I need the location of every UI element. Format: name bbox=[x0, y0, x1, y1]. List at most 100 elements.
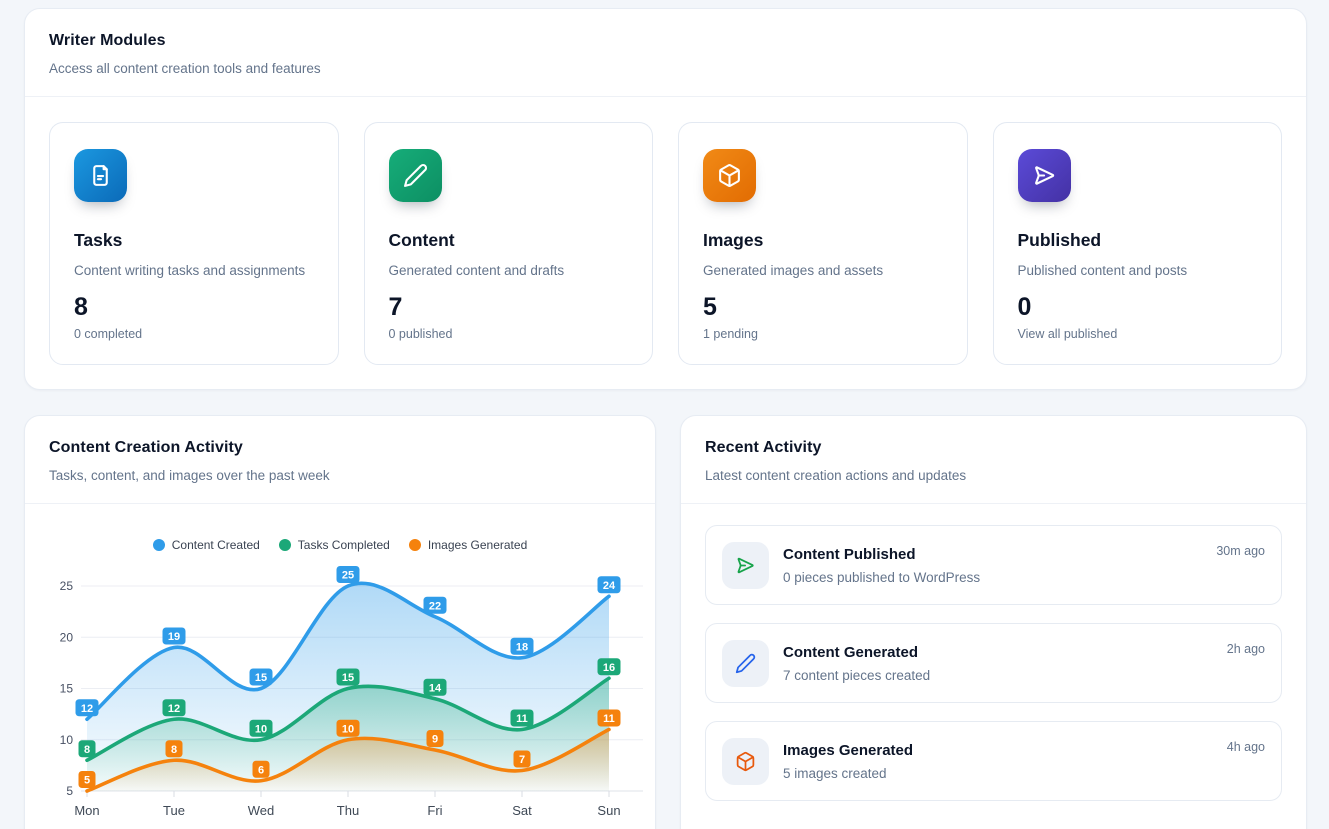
activity-description: 7 content pieces created bbox=[783, 667, 931, 683]
legend-item-tasks-completed[interactable]: Tasks Completed bbox=[278, 538, 390, 552]
svg-text:15: 15 bbox=[255, 672, 267, 684]
module-substat: 0 published bbox=[388, 327, 453, 341]
writer-modules-section: Writer Modules Access all content creati… bbox=[24, 8, 1307, 390]
recent-activity-subtitle: Latest content creation actions and upda… bbox=[705, 468, 967, 483]
svg-text:22: 22 bbox=[429, 600, 441, 612]
cube-icon bbox=[722, 737, 769, 785]
activity-description: 0 pieces published to WordPress bbox=[783, 569, 981, 585]
modules-grid: Tasks Content writing tasks and assignme… bbox=[25, 97, 1306, 390]
legend-dot-orange bbox=[408, 539, 421, 551]
svg-text:19: 19 bbox=[168, 631, 180, 643]
svg-text:15: 15 bbox=[342, 672, 354, 684]
module-description: Content writing tasks and assignments bbox=[74, 263, 306, 278]
legend-label: Content Created bbox=[171, 538, 260, 552]
legend-item-content-created[interactable]: Content Created bbox=[152, 538, 260, 552]
activity-body: Content Published 0 pieces published to … bbox=[783, 546, 1202, 585]
svg-text:5: 5 bbox=[66, 784, 73, 798]
send-icon bbox=[722, 541, 769, 589]
pencil-icon bbox=[722, 639, 769, 687]
activity-body: Images Generated 5 images created bbox=[783, 742, 1213, 781]
module-count: 5 bbox=[703, 293, 717, 321]
svg-text:9: 9 bbox=[432, 734, 438, 746]
file-icon bbox=[74, 149, 127, 202]
recent-activity-header: Recent Activity Latest content creation … bbox=[681, 416, 1306, 504]
svg-text:10: 10 bbox=[255, 723, 267, 735]
svg-text:11: 11 bbox=[516, 713, 528, 725]
module-title: Published bbox=[1017, 230, 1102, 250]
activity-line-chart: 5 10 15 20 25 Mon Tue Wed Thu Fri Sat Sun 12 19 15 25 22… bbox=[60, 566, 643, 818]
module-substat: 0 completed bbox=[74, 327, 143, 341]
svg-text:12: 12 bbox=[81, 703, 93, 715]
svg-text:Tue: Tue bbox=[163, 803, 185, 818]
writer-modules-subtitle: Access all content creation tools and fe… bbox=[49, 61, 321, 76]
activity-timestamp: 2h ago bbox=[1226, 642, 1265, 656]
svg-text:Fri: Fri bbox=[427, 803, 442, 818]
module-count: 0 bbox=[1017, 293, 1032, 321]
svg-text:24: 24 bbox=[603, 580, 616, 592]
legend-item-images-generated[interactable]: Images Generated bbox=[408, 538, 528, 552]
module-count: 7 bbox=[388, 293, 403, 321]
svg-text:Mon: Mon bbox=[74, 803, 99, 818]
module-card-content[interactable]: Content Generated content and drafts 7 0… bbox=[363, 122, 653, 365]
activity-item-content-published[interactable]: Content Published 0 pieces published to … bbox=[705, 525, 1282, 605]
activity-title: Content Generated bbox=[783, 643, 919, 661]
svg-text:10: 10 bbox=[342, 723, 354, 735]
module-description: Generated images and assets bbox=[703, 263, 884, 278]
module-description: Generated content and drafts bbox=[388, 263, 565, 278]
pencil-icon bbox=[388, 149, 442, 202]
writer-modules-header: Writer Modules Access all content creati… bbox=[25, 9, 1306, 97]
writer-modules-title: Writer Modules bbox=[49, 32, 166, 49]
svg-text:Sat: Sat bbox=[512, 803, 532, 818]
recent-activity-list: Content Published 0 pieces published to … bbox=[681, 504, 1306, 822]
svg-text:15: 15 bbox=[60, 682, 74, 696]
content-creation-activity-section: Content Creation Activity Tasks, content… bbox=[24, 415, 656, 829]
legend-dot-blue bbox=[152, 539, 165, 551]
svg-text:Wed: Wed bbox=[248, 803, 275, 818]
module-card-images[interactable]: Images Generated images and assets 5 1 p… bbox=[678, 122, 968, 365]
activity-title: Images Generated bbox=[783, 741, 914, 759]
svg-text:16: 16 bbox=[603, 662, 615, 674]
recent-activity-title: Recent Activity bbox=[705, 439, 822, 456]
module-card-published[interactable]: Published Published content and posts 0 … bbox=[992, 122, 1282, 365]
svg-text:20: 20 bbox=[60, 630, 74, 644]
module-count: 8 bbox=[74, 293, 88, 321]
module-title: Tasks bbox=[74, 230, 123, 250]
svg-text:12: 12 bbox=[168, 703, 180, 715]
svg-text:10: 10 bbox=[60, 733, 74, 747]
activity-description: 5 images created bbox=[783, 765, 887, 781]
svg-text:25: 25 bbox=[342, 570, 354, 582]
send-icon bbox=[1017, 149, 1071, 202]
activity-body: Content Generated 7 content pieces creat… bbox=[783, 644, 1213, 683]
recent-activity-section: Recent Activity Latest content creation … bbox=[680, 415, 1307, 829]
activity-item-content-generated[interactable]: Content Generated 7 content pieces creat… bbox=[705, 623, 1282, 703]
legend-dot-green bbox=[278, 539, 291, 551]
activity-title: Content Published bbox=[783, 545, 916, 563]
svg-text:8: 8 bbox=[171, 744, 177, 756]
chart-legend: Content Created Tasks Completed Images G… bbox=[25, 538, 655, 552]
module-title: Images bbox=[703, 230, 764, 250]
legend-label: Tasks Completed bbox=[297, 538, 390, 552]
cube-icon bbox=[703, 149, 756, 202]
chart-subtitle: Tasks, content, and images over the past… bbox=[49, 468, 330, 483]
svg-text:Thu: Thu bbox=[337, 803, 359, 818]
legend-label: Images Generated bbox=[427, 538, 528, 552]
svg-text:11: 11 bbox=[603, 713, 615, 725]
chart-card-header: Content Creation Activity Tasks, content… bbox=[25, 416, 655, 504]
chart-title: Content Creation Activity bbox=[49, 439, 243, 456]
module-title: Content bbox=[388, 230, 455, 250]
svg-text:25: 25 bbox=[60, 579, 74, 593]
module-substat: View all published bbox=[1017, 327, 1118, 341]
svg-text:5: 5 bbox=[84, 775, 90, 787]
svg-text:Sun: Sun bbox=[597, 803, 620, 818]
svg-text:8: 8 bbox=[84, 744, 90, 756]
module-substat: 1 pending bbox=[703, 327, 758, 341]
activity-timestamp: 30m ago bbox=[1216, 544, 1265, 558]
module-card-tasks[interactable]: Tasks Content writing tasks and assignme… bbox=[49, 122, 339, 365]
svg-text:6: 6 bbox=[258, 764, 264, 776]
activity-timestamp: 4h ago bbox=[1226, 740, 1265, 754]
svg-text:7: 7 bbox=[519, 754, 525, 766]
module-description: Published content and posts bbox=[1017, 263, 1188, 278]
activity-item-images-generated[interactable]: Images Generated 5 images created 4h ago bbox=[705, 721, 1282, 801]
svg-text:18: 18 bbox=[516, 641, 528, 653]
svg-text:14: 14 bbox=[429, 682, 442, 694]
